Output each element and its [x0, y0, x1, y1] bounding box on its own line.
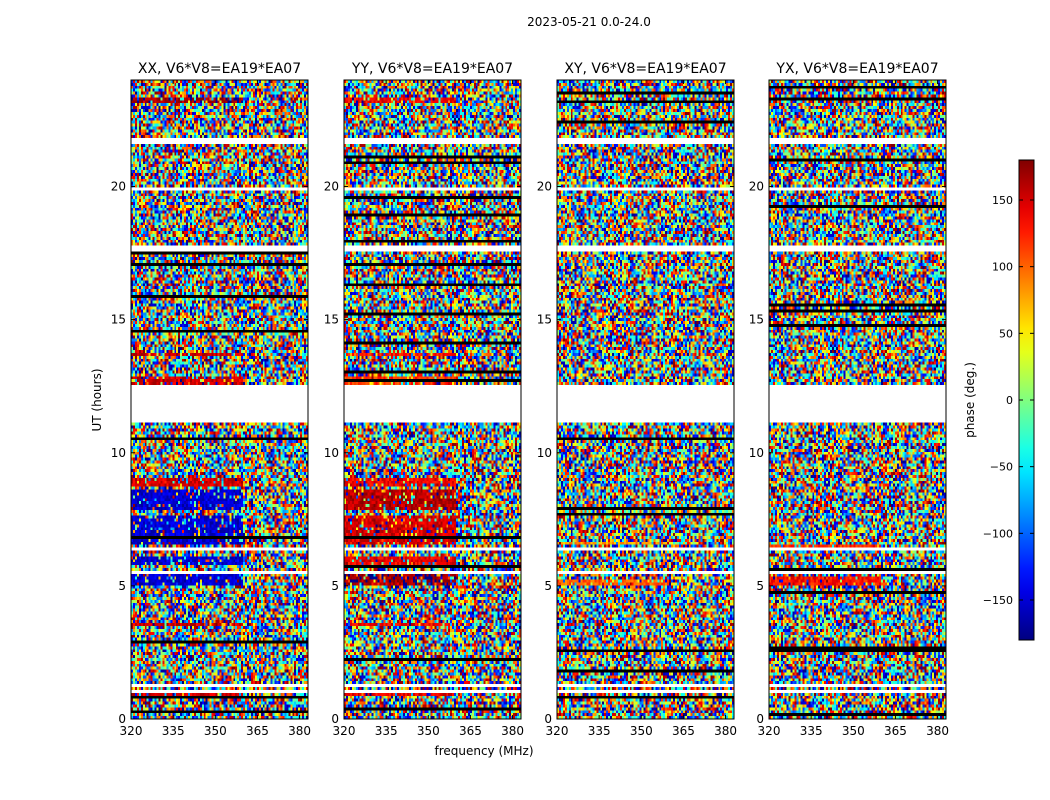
panel-frame — [556, 79, 735, 720]
panels-group: XX, V6*V8=EA19*EA07 320 335 350 365 380 0 5 10 15… — [111, 61, 949, 738]
x-axis-label: frequency (MHz) — [434, 744, 533, 758]
colorbar-tick-label: 100 — [992, 261, 1013, 274]
x-tick-label: 365 — [884, 724, 907, 738]
x-tick-label: 320 — [758, 724, 781, 738]
y-tick-label: 20 — [537, 180, 552, 194]
x-tick-label: 350 — [842, 724, 865, 738]
x-tick-label: 350 — [417, 724, 440, 738]
heatmap-image — [557, 80, 734, 719]
y-tick-label: 0 — [118, 712, 126, 726]
panel-title: XY, V6*V8=EA19*EA07 — [564, 61, 726, 77]
y-tick-label: 15 — [749, 313, 764, 327]
y-tick-label: 15 — [537, 313, 552, 327]
y-tick-label: 20 — [111, 180, 126, 194]
y-tick-label: 15 — [111, 313, 126, 327]
x-tick-label: 365 — [246, 724, 269, 738]
panel-frame — [768, 79, 947, 720]
y-tick-label: 10 — [537, 446, 552, 460]
x-tick-label: 320 — [333, 724, 356, 738]
x-tick-label: 335 — [375, 724, 398, 738]
figure-suptitle: 2023-05-21 0.0-24.0 — [527, 15, 651, 29]
heatmap-image — [344, 80, 521, 719]
y-tick-label: 0 — [756, 712, 764, 726]
x-tick-label: 350 — [204, 724, 227, 738]
y-tick-label: 5 — [118, 579, 126, 593]
panel-3: XY, V6*V8=EA19*EA07 320 335 350 365 380 0 5 10 15… — [537, 61, 737, 738]
x-tick-label: 335 — [800, 724, 823, 738]
y-tick-label: 5 — [756, 579, 764, 593]
y-tick-label: 10 — [324, 446, 339, 460]
x-tick-label: 380 — [501, 724, 524, 738]
colorbar-tick-label: −150 — [983, 594, 1013, 607]
y-tick-label: 20 — [324, 180, 339, 194]
y-tick-label: 5 — [331, 579, 339, 593]
y-tick-label: 15 — [324, 313, 339, 327]
y-tick-label: 20 — [749, 180, 764, 194]
panel-title: YX, V6*V8=EA19*EA07 — [775, 61, 938, 77]
x-tick-label: 380 — [714, 724, 737, 738]
colorbar: 150 100 50 0 −50 −100 −150 — [983, 159, 1035, 641]
x-tick-label: 365 — [459, 724, 482, 738]
panel-4: YX, V6*V8=EA19*EA07 320 335 350 365 380 0 5 10 15… — [749, 61, 949, 738]
heatmap-image — [769, 80, 946, 719]
colorbar-tick-label: 150 — [992, 194, 1013, 207]
heatmap-image — [131, 80, 308, 719]
panel-2: YY, V6*V8=EA19*EA07 320 335 350 365 380 0 5 10 15… — [324, 61, 524, 738]
y-tick-label: 0 — [544, 712, 552, 726]
panel-frame — [130, 79, 309, 720]
colorbar-tick-label: −100 — [983, 527, 1013, 540]
colorbar-tick-label: 50 — [999, 327, 1013, 340]
y-tick-label: 10 — [111, 446, 126, 460]
x-tick-label: 380 — [926, 724, 949, 738]
x-tick-label: 335 — [588, 724, 611, 738]
colorbar-tick-label: 0 — [1006, 394, 1013, 407]
y-axis-label: UT (hours) — [90, 368, 104, 431]
x-tick-label: 350 — [630, 724, 653, 738]
y-tick-label: 0 — [331, 712, 339, 726]
x-tick-label: 335 — [162, 724, 185, 738]
panel-1: XX, V6*V8=EA19*EA07 320 335 350 365 380 0 5 10 15… — [111, 61, 311, 738]
x-tick-label: 365 — [672, 724, 695, 738]
panel-title: YY, V6*V8=EA19*EA07 — [351, 61, 513, 77]
x-tick-label: 380 — [288, 724, 311, 738]
y-tick-label: 10 — [749, 446, 764, 460]
panel-title: XX, V6*V8=EA19*EA07 — [138, 61, 301, 77]
x-tick-label: 320 — [546, 724, 569, 738]
colorbar-tick-label: −50 — [990, 461, 1013, 474]
x-tick-label: 320 — [120, 724, 143, 738]
y-tick-label: 5 — [544, 579, 552, 593]
colorbar-label: phase (deg.) — [963, 362, 977, 438]
panel-frame — [343, 79, 522, 720]
